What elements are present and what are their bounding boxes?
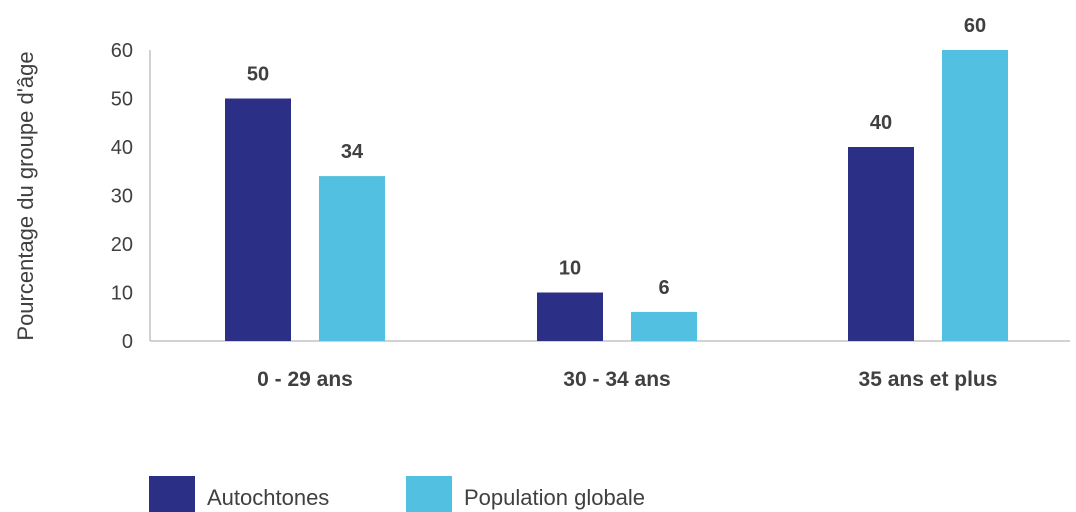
y-tick-label: 20 bbox=[111, 234, 133, 256]
bar bbox=[942, 50, 1008, 341]
y-tick-label: 60 bbox=[111, 40, 133, 62]
legend-swatch-population-globale bbox=[406, 476, 452, 512]
category-label: 30 - 34 ans bbox=[563, 368, 670, 391]
legend-label-population-globale: Population globale bbox=[464, 485, 645, 510]
legend: Autochtones Population globale bbox=[149, 476, 645, 512]
data-label: 34 bbox=[341, 141, 364, 163]
bars bbox=[225, 50, 1008, 341]
data-labels: 50 34 10 6 40 60 bbox=[247, 15, 986, 299]
y-tick-label: 10 bbox=[111, 283, 133, 305]
y-axis-ticks: 0 10 20 30 40 50 60 bbox=[111, 40, 133, 353]
data-label: 50 bbox=[247, 64, 269, 86]
bar bbox=[319, 176, 385, 341]
y-tick-label: 30 bbox=[111, 186, 133, 208]
bar bbox=[537, 292, 603, 341]
y-tick-label: 50 bbox=[111, 89, 133, 111]
data-label: 40 bbox=[870, 112, 892, 134]
legend-label-autochtones: Autochtones bbox=[207, 485, 329, 510]
y-tick-label: 0 bbox=[122, 331, 133, 353]
data-label: 10 bbox=[559, 258, 581, 280]
category-label: 35 ans et plus bbox=[859, 368, 998, 391]
bar bbox=[848, 147, 914, 341]
bar bbox=[631, 311, 697, 341]
y-axis-label: Pourcentage du groupe d'âge bbox=[13, 51, 38, 340]
y-tick-label: 40 bbox=[111, 137, 133, 159]
category-labels: 0 - 29 ans 30 - 34 ans 35 ans et plus bbox=[257, 368, 997, 391]
legend-swatch-autochtones bbox=[149, 476, 195, 512]
data-label: 6 bbox=[658, 277, 669, 299]
category-label: 0 - 29 ans bbox=[257, 368, 353, 391]
bar bbox=[225, 98, 291, 341]
data-label: 60 bbox=[964, 15, 986, 37]
